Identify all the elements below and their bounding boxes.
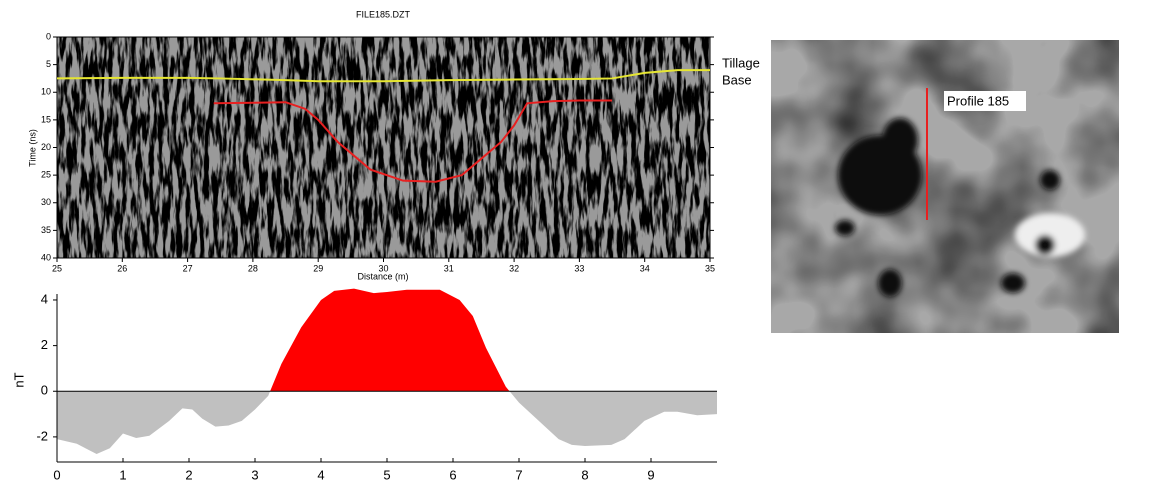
x-tick-label: 3: [251, 467, 258, 482]
x-tick-label: 31: [444, 263, 454, 273]
annotation: Base: [722, 72, 752, 87]
y-tick-label: 40: [41, 252, 51, 262]
x-tick-label: 0: [53, 467, 60, 482]
chart-title: FILE185.DZT: [356, 9, 411, 19]
y-tick-label: 2: [41, 337, 48, 352]
x-tick-label: 9: [647, 467, 654, 482]
y-tick-label: 4: [41, 291, 48, 306]
y-tick-label: 0: [46, 31, 51, 41]
y-tick-label: -2: [36, 428, 48, 443]
area-positive: [57, 288, 717, 392]
y-tick-label: 20: [41, 142, 51, 152]
x-tick-label: 8: [581, 467, 588, 482]
y-tick-label: 25: [41, 170, 51, 180]
x-tick-label: 4: [317, 467, 324, 482]
x-tick-label: 28: [248, 263, 258, 273]
x-tick-label: 33: [574, 263, 584, 273]
x-axis-label: Distance (m): [357, 271, 408, 281]
magnetic-map: [771, 40, 1119, 333]
y-tick-label: 5: [46, 59, 51, 69]
y-axis-label: nT: [11, 372, 26, 387]
x-tick-label: 7: [515, 467, 522, 482]
map-label: Profile 185: [947, 93, 1009, 108]
y-tick-label: 35: [41, 225, 51, 235]
radargram-image: [56, 36, 711, 259]
y-tick-label: 0: [41, 383, 48, 398]
annotation: Tillage: [722, 55, 760, 70]
interface-line: [213, 99, 613, 183]
x-tick-label: 35: [705, 263, 715, 273]
y-tick-label: 10: [41, 87, 51, 97]
x-tick-label: 32: [509, 263, 519, 273]
x-tick-label: 1: [119, 467, 126, 482]
plot-lines: [57, 69, 710, 183]
x-tick-label: 34: [640, 263, 650, 273]
x-tick-label: 5: [383, 467, 390, 482]
x-tick-label: 6: [449, 467, 456, 482]
x-tick-label: 26: [117, 263, 127, 273]
x-tick-label: 30: [378, 263, 388, 273]
area-negative: [57, 391, 717, 455]
y-tick-label: 15: [41, 114, 51, 124]
y-tick-label: 30: [41, 197, 51, 207]
x-tick-label: 27: [183, 263, 193, 273]
label-box: [944, 91, 1026, 111]
interface-line: [57, 69, 710, 83]
x-tick-label: 29: [313, 263, 323, 273]
x-tick-label: 25: [52, 263, 62, 273]
y-axis-label: Time (ns): [27, 129, 37, 167]
x-tick-label: 2: [185, 467, 192, 482]
